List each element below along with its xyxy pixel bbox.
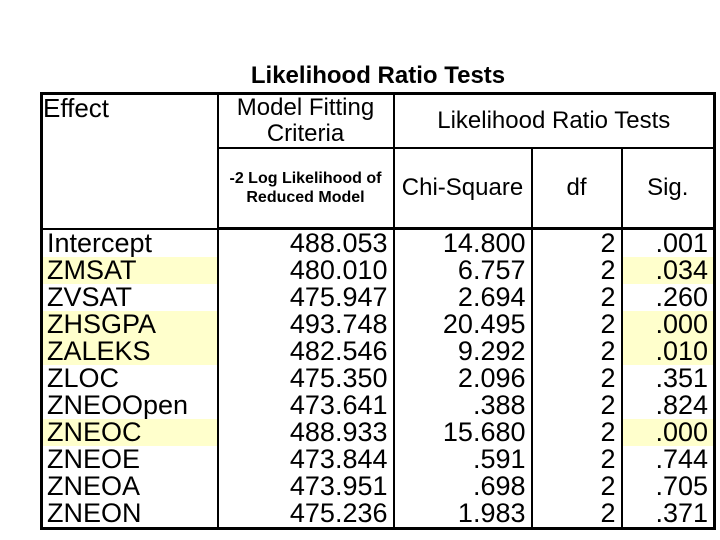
table-row: ZNEOC 488.933 15.680 2 .000 bbox=[40, 419, 716, 446]
df-cell: 2 bbox=[530, 257, 623, 284]
sig-cell: .260 bbox=[620, 284, 716, 311]
neg2ll-cell: 473.641 bbox=[216, 392, 395, 419]
chi-square-cell: 9.292 bbox=[392, 338, 533, 365]
df-cell: 2 bbox=[530, 338, 623, 365]
sig-cell: .705 bbox=[620, 473, 716, 500]
neg2ll-cell: 475.236 bbox=[216, 500, 395, 529]
neg2ll-cell: 473.844 bbox=[216, 446, 395, 473]
effect-column-header: Effect bbox=[40, 92, 219, 230]
chi-square-cell: .591 bbox=[392, 446, 533, 473]
table-row: ZNEON 475.236 1.983 2 .371 bbox=[40, 500, 716, 529]
effect-cell: ZHSGPA bbox=[40, 311, 219, 338]
table-title: Likelihood Ratio Tests bbox=[250, 62, 506, 89]
chi-square-cell: .388 bbox=[392, 392, 533, 419]
df-cell: 2 bbox=[530, 419, 623, 446]
neg2ll-cell: 493.748 bbox=[216, 311, 395, 338]
effect-cell: ZVSAT bbox=[40, 284, 219, 311]
sig-cell: .000 bbox=[620, 311, 716, 338]
df-cell: 2 bbox=[530, 311, 623, 338]
sig-cell: .000 bbox=[620, 419, 716, 446]
neg2ll-cell: 482.546 bbox=[216, 338, 395, 365]
sig-cell: .371 bbox=[620, 500, 716, 529]
neg2ll-cell: 475.350 bbox=[216, 365, 395, 392]
table-row: ZNEOE 473.844 .591 2 .744 bbox=[40, 446, 716, 473]
effect-cell: ZLOC bbox=[40, 365, 219, 392]
chi-square-cell: 1.983 bbox=[392, 500, 533, 529]
df-cell: 2 bbox=[530, 392, 623, 419]
effect-cell: ZNEOOpen bbox=[40, 392, 219, 419]
table-row: ZLOC 475.350 2.096 2 .351 bbox=[40, 365, 716, 392]
sig-cell: .001 bbox=[620, 228, 716, 257]
chi-square-cell: 2.096 bbox=[392, 365, 533, 392]
df-cell: 2 bbox=[530, 473, 623, 500]
chi-square-cell: .698 bbox=[392, 473, 533, 500]
table-row: ZVSAT 475.947 2.694 2 .260 bbox=[40, 284, 716, 311]
header-row-groups: Effect Model Fitting Criteria Likelihood… bbox=[40, 92, 716, 230]
table-row: Intercept 488.053 14.800 2 .001 bbox=[40, 228, 716, 257]
sig-cell: .351 bbox=[620, 365, 716, 392]
sig-cell: .034 bbox=[620, 257, 716, 284]
df-cell: 2 bbox=[530, 228, 623, 257]
effect-cell: ZMSAT bbox=[40, 257, 219, 284]
table-row: ZHSGPA 493.748 20.495 2 .000 bbox=[40, 311, 716, 338]
effect-cell: Intercept bbox=[40, 228, 219, 257]
likelihood-ratio-tests-header: Likelihood Ratio Tests bbox=[392, 92, 716, 149]
likelihood-ratio-tests-table: Effect Model Fitting Criteria Likelihood… bbox=[40, 92, 716, 530]
df-cell: 2 bbox=[530, 284, 623, 311]
chi-square-header: Chi-Square bbox=[392, 147, 533, 230]
chi-square-cell: 20.495 bbox=[392, 311, 533, 338]
table-row: ZALEKS 482.546 9.292 2 .010 bbox=[40, 338, 716, 365]
table-row: ZNEOOpen 473.641 .388 2 .824 bbox=[40, 392, 716, 419]
neg2ll-cell: 475.947 bbox=[216, 284, 395, 311]
neg2-log-likelihood-header: -2 Log Likelihood of Reduced Model bbox=[216, 147, 395, 230]
neg2ll-cell: 488.053 bbox=[216, 228, 395, 257]
sig-header: Sig. bbox=[620, 147, 716, 230]
effect-cell: ZALEKS bbox=[40, 338, 219, 365]
effect-cell: ZNEOA bbox=[40, 473, 219, 500]
chi-square-cell: 6.757 bbox=[392, 257, 533, 284]
effect-cell: ZNEOE bbox=[40, 446, 219, 473]
neg2ll-cell: 473.951 bbox=[216, 473, 395, 500]
sig-cell: .824 bbox=[620, 392, 716, 419]
sig-cell: .744 bbox=[620, 446, 716, 473]
effect-cell: ZNEON bbox=[40, 500, 219, 529]
neg2ll-cell: 480.010 bbox=[216, 257, 395, 284]
chi-square-cell: 2.694 bbox=[392, 284, 533, 311]
effect-cell: ZNEOC bbox=[40, 419, 219, 446]
df-header: df bbox=[530, 147, 623, 230]
header-row-columns: -2 Log Likelihood of Reduced Model Chi-S… bbox=[42, 147, 716, 230]
sig-cell: .010 bbox=[620, 338, 716, 365]
df-cell: 2 bbox=[530, 446, 623, 473]
table-row: ZMSAT 480.010 6.757 2 .034 bbox=[40, 257, 716, 284]
model-fitting-criteria-header: Model Fitting Criteria bbox=[216, 92, 395, 149]
chi-square-cell: 15.680 bbox=[392, 419, 533, 446]
df-cell: 2 bbox=[530, 365, 623, 392]
table-row: ZNEOA 473.951 .698 2 .705 bbox=[40, 473, 716, 500]
chi-square-cell: 14.800 bbox=[392, 228, 533, 257]
neg2ll-cell: 488.933 bbox=[216, 419, 395, 446]
df-cell: 2 bbox=[530, 500, 623, 529]
